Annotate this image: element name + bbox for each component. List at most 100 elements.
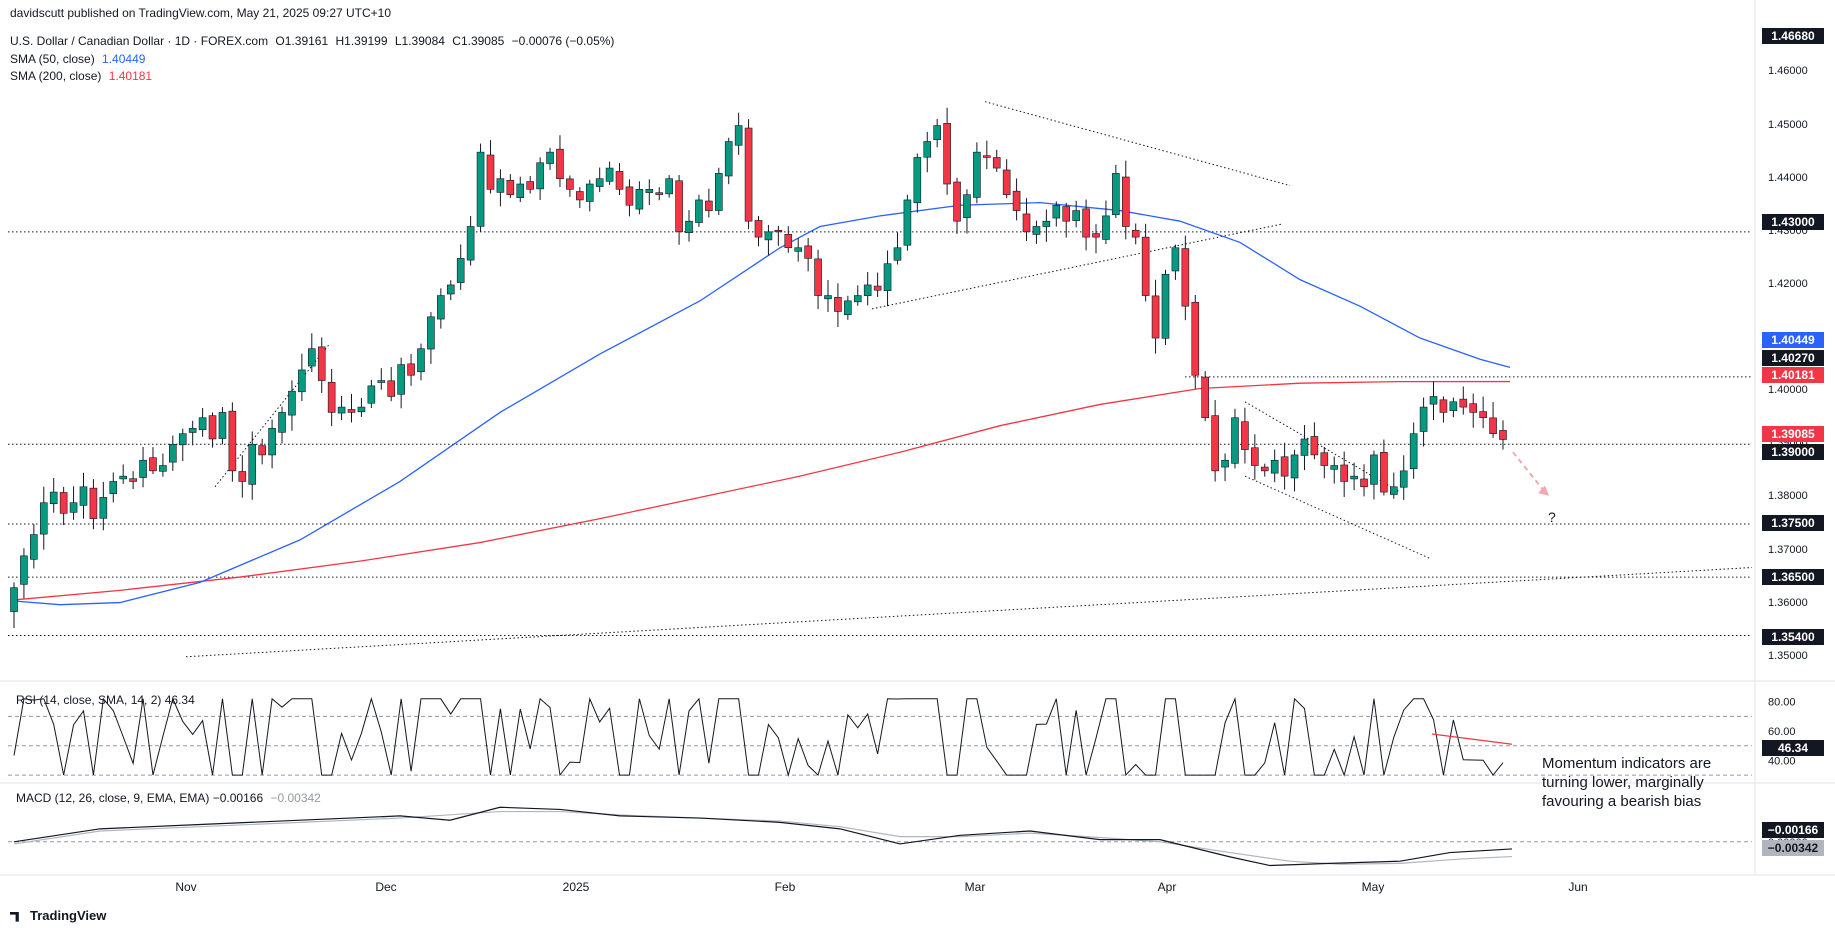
candle-body bbox=[685, 220, 693, 234]
macd-price-tag: −0.00166 bbox=[1762, 822, 1824, 838]
candle-body bbox=[218, 412, 227, 439]
candle bbox=[1082, 199, 1090, 251]
candle-body bbox=[1022, 213, 1031, 233]
candle bbox=[10, 582, 18, 629]
candle bbox=[169, 435, 177, 471]
candle bbox=[873, 272, 882, 297]
candle bbox=[377, 368, 386, 390]
candle bbox=[933, 118, 941, 148]
candle-body bbox=[79, 486, 88, 506]
candle bbox=[1231, 408, 1239, 469]
level-14027-tag: 1.40270 bbox=[1762, 350, 1824, 366]
candle-body bbox=[873, 285, 882, 291]
candle-body bbox=[953, 181, 961, 222]
candle bbox=[1280, 442, 1289, 490]
candle bbox=[516, 176, 525, 203]
rsi-legend[interactable]: RSI (14, close, SMA, 14, 2) 46.34 bbox=[16, 693, 195, 707]
candle-body bbox=[665, 178, 673, 195]
candle-body bbox=[1012, 190, 1021, 211]
candle-body bbox=[456, 258, 465, 283]
candle-body bbox=[89, 487, 98, 519]
price-tick-label: 1.37000 bbox=[1768, 543, 1808, 556]
candle-body bbox=[1380, 452, 1388, 493]
candle-body bbox=[814, 258, 822, 296]
candle-body bbox=[1270, 459, 1279, 474]
candle bbox=[1102, 200, 1110, 245]
candle bbox=[1221, 453, 1229, 482]
candle bbox=[953, 177, 961, 234]
candle-body bbox=[943, 123, 951, 185]
candle bbox=[1141, 223, 1150, 302]
annotation-line-2: turning lower, marginally bbox=[1542, 774, 1704, 791]
candle bbox=[188, 420, 197, 446]
candle bbox=[665, 175, 673, 198]
candle-body bbox=[516, 183, 525, 198]
candle-body bbox=[298, 369, 306, 393]
candle-body bbox=[188, 428, 197, 433]
sma200-legend[interactable]: SMA (200, close) 1.40181 bbox=[10, 69, 152, 83]
candle bbox=[1270, 449, 1279, 483]
time-tick-label: Jun bbox=[1568, 880, 1588, 894]
macd-legend[interactable]: MACD (12, 26, close, 9, EMA, EMA) −0.001… bbox=[16, 791, 321, 805]
candle bbox=[804, 237, 812, 272]
candle bbox=[685, 210, 693, 242]
candle bbox=[992, 149, 1001, 172]
candle-body bbox=[1409, 433, 1418, 469]
candle-body bbox=[1499, 430, 1507, 440]
level-1375-tag: 1.37500 bbox=[1762, 515, 1824, 531]
candle-body bbox=[288, 390, 296, 416]
candle-body bbox=[1350, 475, 1358, 480]
candle-body bbox=[556, 148, 564, 179]
candle bbox=[814, 249, 822, 310]
open-value: O1.39161 bbox=[275, 34, 329, 48]
candle bbox=[397, 357, 405, 409]
candle-body bbox=[307, 348, 316, 367]
rsi-tick-label: 60.00 bbox=[1768, 726, 1796, 738]
long-support-trendline bbox=[185, 567, 1753, 658]
candle bbox=[645, 179, 654, 205]
tradingview-logo[interactable]: TradingView bbox=[10, 908, 106, 923]
candle-body bbox=[1121, 176, 1130, 227]
candle bbox=[327, 368, 336, 427]
candle-body bbox=[1082, 208, 1090, 238]
candle bbox=[486, 140, 495, 194]
candle-body bbox=[327, 381, 336, 413]
candle-body bbox=[377, 380, 386, 383]
sma200-label: SMA (200, close) bbox=[10, 69, 102, 83]
candle bbox=[903, 194, 912, 251]
rsi-tick-label: 80.00 bbox=[1768, 697, 1796, 709]
candle-body bbox=[317, 346, 326, 381]
candle bbox=[466, 215, 475, 266]
candle bbox=[1251, 434, 1259, 480]
candle-body bbox=[1251, 447, 1259, 466]
macd-signal-price-tag: −0.00342 bbox=[1762, 840, 1824, 856]
price-tick-label: 1.44000 bbox=[1768, 171, 1808, 184]
candle bbox=[1112, 164, 1120, 218]
candle-body bbox=[1340, 464, 1348, 482]
candle-body bbox=[466, 226, 475, 261]
candle bbox=[714, 167, 723, 215]
sma50-legend[interactable]: SMA (50, close) 1.40449 bbox=[10, 52, 145, 66]
macd-panel: 0.00000 bbox=[8, 806, 1808, 867]
candle bbox=[1330, 456, 1339, 484]
candle bbox=[456, 244, 465, 290]
candle bbox=[576, 187, 584, 209]
candle-body bbox=[1260, 466, 1269, 472]
candle bbox=[208, 412, 217, 448]
candle-body bbox=[99, 497, 108, 519]
candle bbox=[1489, 402, 1497, 438]
momentum-annotation: Momentum indicators are turning lower, m… bbox=[1542, 754, 1711, 811]
candle bbox=[139, 446, 147, 488]
candle-body bbox=[883, 263, 892, 291]
rsi-panel: 80.00 60.00 40.00 bbox=[8, 697, 1796, 777]
time-tick-label: Apr bbox=[1157, 880, 1177, 894]
candle bbox=[705, 188, 713, 218]
candle bbox=[824, 280, 832, 312]
candle-body bbox=[1241, 421, 1249, 450]
level-1390-tag: 1.39000 bbox=[1762, 444, 1824, 460]
candle bbox=[248, 431, 257, 500]
candle-body bbox=[1102, 215, 1110, 240]
candle-body bbox=[347, 409, 356, 413]
candle bbox=[198, 407, 207, 437]
